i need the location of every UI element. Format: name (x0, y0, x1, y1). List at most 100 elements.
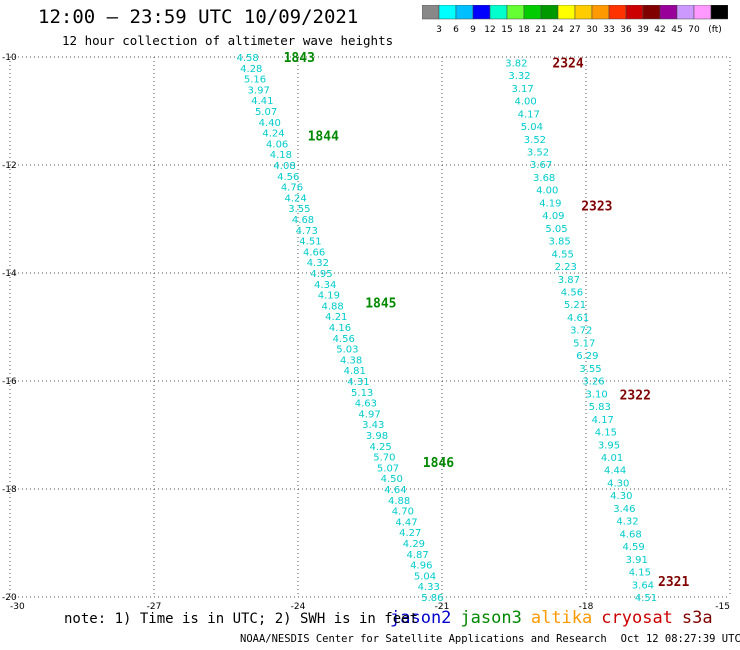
pass-time-label: 2322 (620, 389, 651, 404)
wave-height-value: 5.17 (573, 338, 595, 349)
pass-time-label: 2323 (581, 200, 612, 215)
wave-height-value: 3.26 (582, 377, 604, 388)
wave-height-value: 3.55 (288, 204, 310, 215)
wave-height-value: 4.68 (619, 529, 641, 540)
wave-height-value: 4.63 (355, 399, 377, 410)
satellite-legend: jason2 jason3 altika cryosat s3a (390, 608, 722, 628)
wave-height-value: 4.16 (329, 323, 351, 334)
wave-height-value: 5.13 (351, 388, 373, 399)
wave-height-value: 4.56 (333, 334, 355, 345)
color-scale-label: 36 (620, 25, 632, 35)
wave-height-value: 4.81 (344, 366, 366, 377)
wave-height-value: 4.00 (515, 97, 537, 108)
wave-height-value: 3.52 (527, 148, 549, 159)
wave-height-value: 4.32 (616, 517, 638, 528)
wave-height-value: 4.19 (318, 291, 340, 302)
color-scale-label: 27 (569, 25, 580, 35)
wave-height-value: 4.24 (285, 193, 307, 204)
wave-height-value: 4.00 (536, 186, 558, 197)
generated-timestamp: Oct 12 08:27:39 UTC 2021 (620, 633, 740, 645)
swh-color-scale: 3 6 9 12 15 18 21 24 27 30 33 36 39 42 45 70 (ft) (422, 5, 728, 35)
color-scale-label: 39 (637, 25, 649, 35)
x-tick-label: -21 (435, 602, 450, 612)
wave-height-value: 4.40 (259, 118, 281, 129)
map-title: 12:00 – 23:59 UTC 10/09/2021 (38, 6, 359, 28)
legend-item-cryosat: cryosat (601, 608, 673, 628)
x-tick-label: -24 (291, 602, 306, 612)
wave-height-value: 4.61 (567, 313, 589, 324)
wave-height-value: 4.25 (370, 442, 392, 453)
wave-height-value: 4.17 (518, 109, 540, 120)
wave-height-value: 5.07 (377, 463, 399, 474)
wave-height-value: 5.86 (421, 593, 443, 604)
x-tick-label: -18 (579, 602, 594, 612)
wave-height-value: 3.32 (508, 71, 530, 82)
wave-height-value: 4.09 (542, 211, 564, 222)
wave-height-value: 4.08 (273, 161, 295, 172)
map-subtitle: 12 hour collection of altimeter wave hei… (62, 33, 394, 48)
wave-height-value: 5.21 (564, 300, 586, 311)
color-scale-label: 12 (484, 25, 495, 35)
legend-item-jason3: jason3 (460, 608, 522, 628)
footer-credits: NOAA/NESDIS Center for Satellite Applica… (240, 633, 740, 645)
wave-height-value: 4.58 (236, 53, 258, 64)
wave-height-value: 4.95 (310, 269, 332, 280)
wave-height-value: 4.73 (296, 226, 318, 237)
x-tick-label: -27 (147, 602, 162, 612)
color-scale-label: (ft) (708, 25, 722, 35)
x-tick-label: -30 (10, 602, 25, 612)
wave-height-value: 5.16 (244, 75, 266, 86)
wave-height-value: 4.87 (406, 550, 428, 561)
wave-height-value: 4.17 (592, 415, 614, 426)
wave-height-value: 2.23 (555, 262, 577, 273)
pass-time-label: 1846 (423, 456, 454, 471)
wave-height-value: 3.72 (570, 326, 592, 337)
wave-height-value: 4.56 (561, 288, 583, 299)
wave-height-value: 3.55 (579, 364, 601, 375)
wave-height-value: 4.50 (381, 474, 403, 485)
wave-height-value: 4.68 (292, 215, 314, 226)
wave-height-value: 4.76 (281, 183, 303, 194)
wave-height-value: 4.66 (303, 247, 325, 258)
wave-height-value: 4.19 (539, 198, 561, 209)
color-scale-label: 24 (552, 25, 564, 35)
footer-note: note: 1) Time is in UTC; 2) SWH is in fe… (64, 611, 419, 627)
wave-height-value: 4.32 (307, 258, 329, 269)
color-scale-label: 3 (436, 25, 442, 35)
wave-height-value: 4.51 (635, 593, 657, 604)
pass-time-label: 1845 (365, 297, 396, 312)
legend-item-altika: altika (530, 608, 593, 628)
wave-height-value: 3.85 (548, 237, 570, 248)
wave-height-value: 4.33 (418, 582, 440, 593)
y-tick-label: -14 (2, 269, 17, 279)
wave-height-value: 3.46 (613, 504, 635, 515)
wave-height-value: 4.30 (607, 478, 629, 489)
wave-height-value: 5.04 (414, 571, 436, 582)
wave-height-value: 3.97 (248, 85, 270, 96)
wave-height-value: 4.29 (403, 539, 425, 550)
wave-height-value: 4.88 (321, 301, 343, 312)
wave-height-value: 4.24 (262, 129, 284, 140)
wave-height-value: 4.18 (270, 150, 292, 161)
color-scale-label: 42 (654, 25, 665, 35)
color-scale-label: 45 (671, 25, 682, 35)
color-scale-label: 70 (688, 25, 700, 35)
color-swatch (710, 5, 728, 20)
wave-height-value: 3.91 (626, 555, 648, 566)
wave-height-value: 5.07 (255, 107, 277, 118)
wave-height-value: 3.10 (585, 389, 607, 400)
wave-height-value: 4.34 (314, 280, 336, 291)
wave-height-value: 3.43 (362, 420, 384, 431)
wave-height-value: 4.88 (388, 496, 410, 507)
wave-height-value: 4.41 (251, 96, 273, 107)
wave-height-value: 5.83 (589, 402, 611, 413)
y-tick-label: -20 (2, 593, 17, 603)
wave-height-value: 4.96 (410, 561, 432, 572)
wave-height-value: 4.06 (266, 139, 288, 150)
wave-height-value: 3.98 (366, 431, 388, 442)
y-tick-label: -12 (2, 161, 17, 171)
wave-height-value: 4.01 (601, 453, 623, 464)
wave-height-value: 6.29 (576, 351, 598, 362)
x-tick-label: -15 (715, 602, 730, 612)
